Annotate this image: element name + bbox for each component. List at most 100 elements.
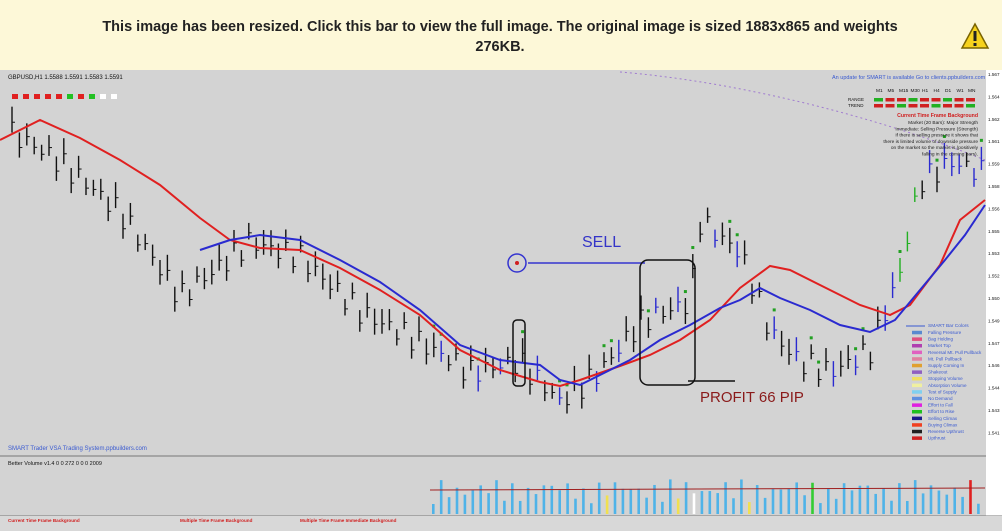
legend-swatch: [912, 383, 922, 388]
price-label: 1.552: [988, 274, 1000, 279]
legend-title: SMART Bar Colors: [928, 323, 969, 329]
volume-bar: [913, 480, 917, 514]
volume-bar: [645, 497, 648, 514]
volume-bar: [921, 493, 925, 514]
volume-bar: [511, 483, 514, 514]
legend-item: No Demand: [928, 396, 953, 401]
volume-bar: [882, 488, 885, 514]
volume-bar: [779, 489, 783, 514]
legend-swatch: [912, 330, 922, 335]
volume-bar: [637, 488, 640, 514]
volume-bar: [479, 485, 482, 514]
legend-swatch: [912, 337, 922, 341]
volume-bar: [906, 500, 909, 514]
panel-cell: [954, 104, 964, 108]
price-label: 1.567: [988, 72, 1000, 77]
footer-sections: Current Time Frame Background Multiple Ti…: [8, 518, 397, 523]
volume-bar: [732, 498, 735, 514]
panel-cell: [885, 104, 895, 108]
volume-bar: [850, 490, 854, 514]
volume-bar: [795, 482, 798, 514]
price-label: 1.553: [988, 251, 1000, 256]
volume-bar: [890, 500, 893, 514]
legend-item: Upthrust: [928, 436, 946, 441]
price-label: 1.547: [988, 341, 1000, 346]
volume-bar: [755, 485, 759, 514]
panel-cell: [931, 98, 941, 102]
legend-swatch: [912, 344, 922, 348]
timeframe: M15: [899, 88, 909, 94]
volume-bar: [534, 494, 538, 514]
price-label: 1.543: [988, 408, 1000, 413]
volume-bar: [684, 482, 688, 514]
timeframe: H4: [934, 88, 940, 94]
signal-dot: [602, 344, 606, 348]
panel-cell: [943, 104, 952, 108]
volume-bar: [811, 482, 814, 514]
volume-bar: [803, 495, 806, 514]
volume-bar: [834, 498, 838, 514]
signal-dot: [521, 330, 525, 334]
background-text: Market (20 Bars): Major Strength: [908, 120, 978, 126]
panel-cell: [897, 104, 906, 108]
volume-bar: [945, 494, 949, 514]
price-label: 1.546: [988, 363, 1000, 368]
volume-bar: [582, 488, 585, 514]
price-label: 1.549: [988, 318, 1000, 323]
legend-swatch: [912, 436, 922, 440]
profit-label: PROFIT 66 PIP: [700, 389, 804, 406]
panel-cell: [908, 98, 918, 102]
panel-cell: [943, 98, 952, 102]
status-square: [100, 94, 106, 99]
chart-bg: [0, 70, 1002, 531]
volume-bar: [503, 500, 506, 514]
volume-bar: [455, 487, 459, 514]
volume-bar: [676, 498, 680, 514]
volume-bar: [447, 497, 451, 514]
panel-cell: [920, 104, 929, 108]
volume-bar: [542, 485, 546, 514]
red-ma: [0, 118, 986, 388]
background-text: there is limited volume of downside pres…: [883, 139, 978, 145]
volume-bar: [771, 488, 775, 514]
banner-text[interactable]: This image has been resized. Click this …: [102, 19, 898, 55]
blue-ma: [199, 204, 986, 387]
legend-item: Reversal Mt. Pull Pullback: [928, 350, 982, 355]
legend-item: Supply Coming In: [928, 363, 965, 368]
volume-bar: [819, 503, 822, 514]
background-text: If there is selling pressure it shows th…: [895, 133, 978, 139]
volume-bar: [937, 490, 941, 514]
panel-row: TREND: [848, 103, 864, 108]
entry-dot: [515, 261, 519, 265]
price-labels: 1.567 1.564 1.562 1.561 1.559 1.558 1.556 1.555…: [988, 72, 1000, 435]
price-label: 1.558: [988, 184, 1000, 189]
status-square: [111, 94, 117, 99]
volume-bar: [432, 504, 435, 514]
volume-bar: [866, 485, 870, 514]
panel-cell: [966, 104, 975, 108]
highlight-box: [639, 259, 696, 386]
volume-bar: [898, 483, 901, 514]
price-label: 1.555: [988, 229, 1000, 234]
update-notice: An update for SMART is available Go to c…: [832, 75, 986, 81]
status-square: [34, 94, 40, 99]
signal-dot: [935, 158, 939, 162]
volume-bar: [495, 480, 498, 514]
legend-swatch: [912, 416, 922, 421]
volume-bar: [605, 495, 609, 514]
time-axis: [0, 516, 1002, 531]
volume-bar: [842, 483, 846, 514]
legend-item: Test of Supply: [928, 389, 958, 394]
resize-banner[interactable]: This image has been resized. Click this …: [0, 0, 1002, 71]
volume-bar: [716, 493, 719, 514]
price-label: 1.541: [988, 430, 1000, 435]
panel-cell: [954, 98, 964, 102]
volume-bar: [953, 487, 956, 514]
volume-bar: [827, 488, 830, 514]
price-label: 1.544: [988, 386, 1000, 391]
panel-cell: [897, 98, 906, 102]
volume-bar: [692, 493, 696, 514]
legend-item: Absorption Volume: [928, 383, 967, 388]
panel-cell: [908, 104, 918, 108]
footer-section: Current Time Frame Background: [8, 518, 80, 523]
